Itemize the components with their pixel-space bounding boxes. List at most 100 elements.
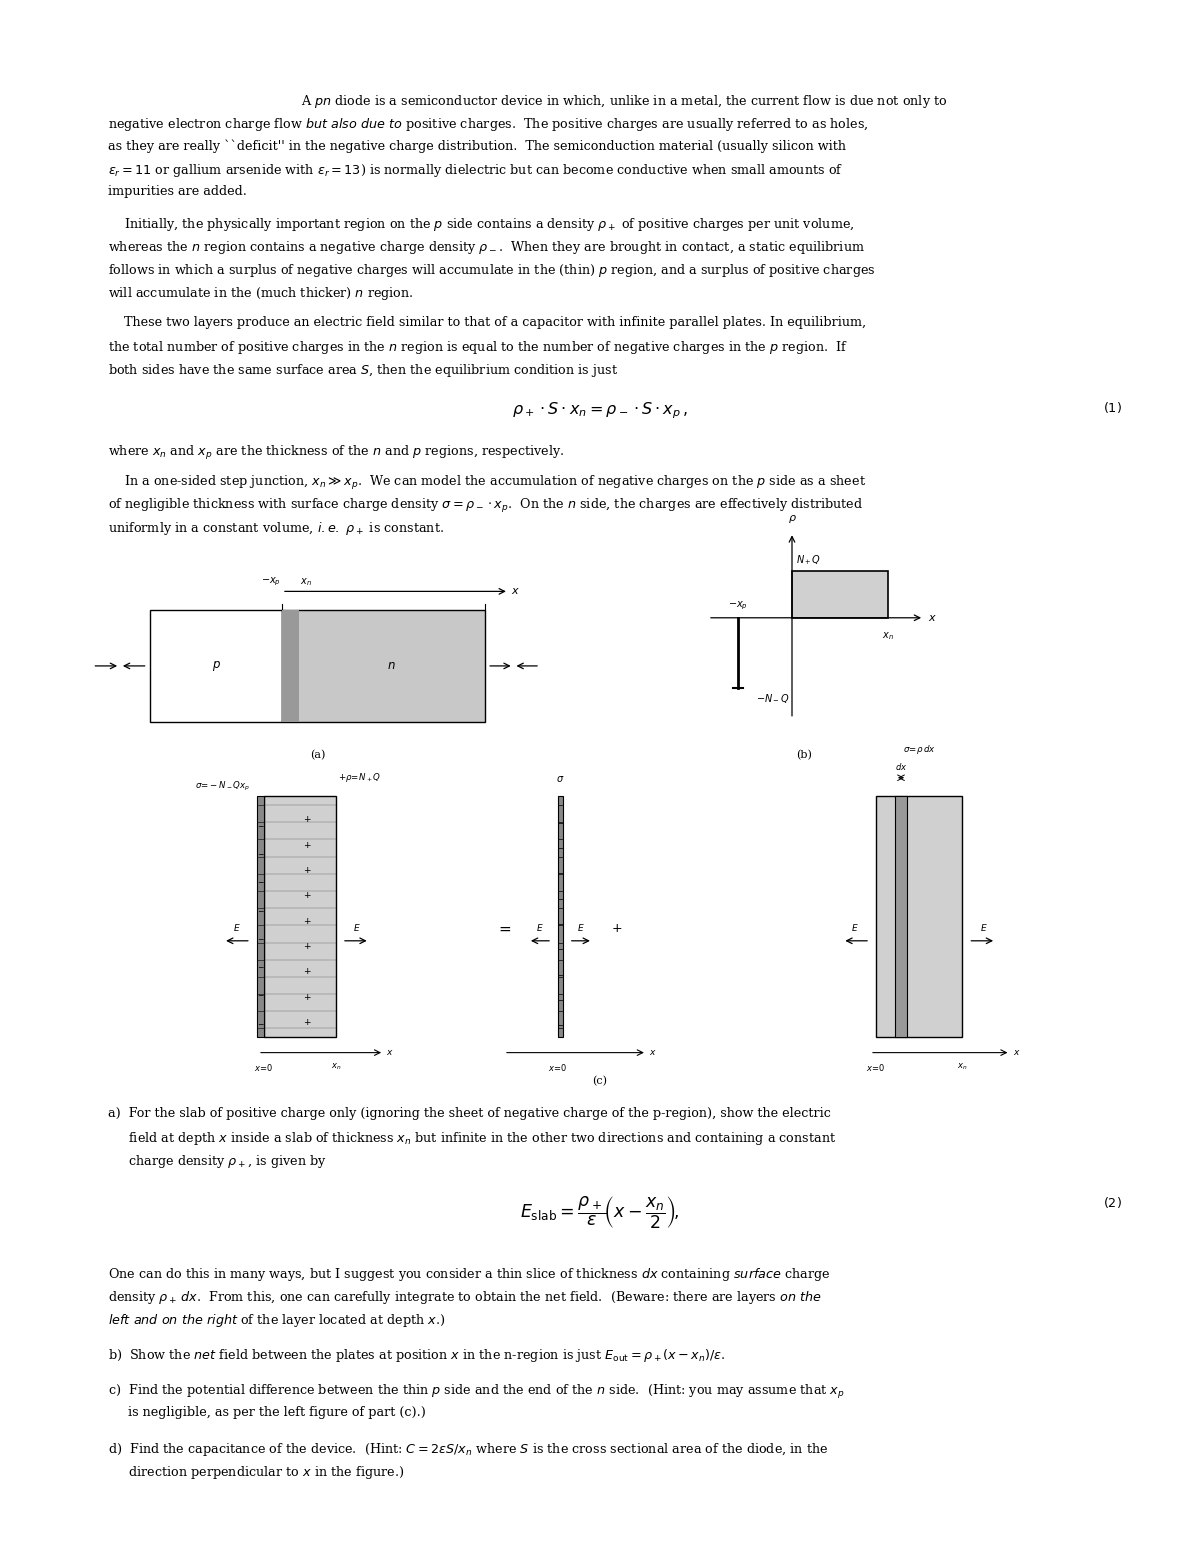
Text: of negligible thickness with surface charge density $\sigma = \rho_- \cdot x_p$.: of negligible thickness with surface cha… [108, 497, 863, 516]
Bar [792, 572, 888, 618]
Text: Initially, the physically important region on the $p$ side contains a density $\: Initially, the physically important regi… [108, 216, 854, 233]
Text: $\sigma\!=\!-N_-Qx_p$: $\sigma\!=\!-N_-Qx_p$ [196, 780, 251, 794]
Bar [895, 797, 907, 1037]
Text: $x_n$: $x_n$ [958, 1062, 967, 1073]
Text: will accumulate in the (much thicker) $n$ region.: will accumulate in the (much thicker) $n… [108, 284, 414, 301]
Text: $-$: $-$ [557, 893, 564, 902]
Text: $+$: $+$ [302, 1017, 312, 1027]
Text: $E$: $E$ [577, 922, 584, 933]
Text: both sides have the same surface area $S$, then the equilibrium condition is jus: both sides have the same surface area $S… [108, 362, 618, 379]
Text: $E$: $E$ [851, 922, 858, 933]
Text: These two layers produce an electric field similar to that of a capacitor with i: These two layers produce an electric fie… [108, 315, 866, 329]
Text: density $\rho_+\,dx$.  From this, one can carefully integrate to obtain the net : density $\rho_+\,dx$. From this, one can… [108, 1289, 822, 1306]
Text: d)  Find the capacitance of the device.  (Hint: $C = 2\varepsilon S/x_n$ where $: d) Find the capacitance of the device. (… [108, 1441, 828, 1458]
Bar [150, 610, 282, 722]
Text: $N_+Q$: $N_+Q$ [796, 553, 821, 567]
Bar [264, 797, 336, 1037]
Text: $-$: $-$ [257, 933, 264, 943]
Text: $x\!=\!0$: $x\!=\!0$ [548, 1062, 568, 1073]
Text: $n$: $n$ [388, 660, 396, 672]
Text: In a one-sided step junction, $x_n \gg x_p$.  We can model the accumulation of n: In a one-sided step junction, $x_n \gg x… [108, 474, 866, 492]
Text: $E$: $E$ [536, 922, 544, 933]
Text: $+$: $+$ [611, 922, 623, 935]
Text: $x\!=\!0$: $x\!=\!0$ [866, 1062, 886, 1073]
Text: $\varepsilon_r = 11$ or gallium arsenide with $\varepsilon_r = 13$) is normally : $\varepsilon_r = 11$ or gallium arsenide… [108, 162, 844, 179]
Bar [282, 610, 299, 722]
Text: $-$: $-$ [557, 995, 564, 1003]
Text: $x$: $x$ [649, 1048, 656, 1058]
Text: $E$: $E$ [980, 922, 988, 933]
Text: $x$: $x$ [386, 1048, 394, 1058]
Text: $+$: $+$ [302, 814, 312, 825]
Text: $\rho_+ \cdot S \cdot x_n = \rho_- \cdot S \cdot x_p\,,$: $\rho_+ \cdot S \cdot x_n = \rho_- \cdot… [512, 401, 688, 421]
Text: $-x_p$: $-x_p$ [260, 576, 281, 589]
Text: $-$: $-$ [257, 1019, 264, 1027]
Text: $(1)$: $(1)$ [1103, 401, 1122, 415]
Text: $+$: $+$ [302, 941, 312, 950]
Text: $-$: $-$ [257, 877, 264, 885]
Text: negative electron charge flow $\mathit{but\ also\ due\ to}$ positive charges.  T: negative electron charge flow $\mathit{b… [108, 116, 869, 134]
Text: $\sigma\!=\!\rho\,dx$: $\sigma\!=\!\rho\,dx$ [902, 742, 936, 756]
Text: $dx$: $dx$ [895, 761, 907, 772]
Text: (a): (a) [310, 750, 325, 759]
Text: $x$: $x$ [511, 587, 520, 596]
Text: follows in which a surplus of negative charges will accumulate in the (thin) $p$: follows in which a surplus of negative c… [108, 262, 876, 280]
Text: $x_n$: $x_n$ [882, 631, 894, 641]
Bar [282, 610, 485, 722]
Text: field at depth $x$ inside a slab of thickness $x_n$ but infinite in the other tw: field at depth $x$ inside a slab of thic… [108, 1131, 836, 1148]
Text: is negligible, as per the left figure of part (c).): is negligible, as per the left figure of… [108, 1405, 426, 1419]
Bar [558, 797, 563, 1037]
Text: $x_n$: $x_n$ [331, 1062, 341, 1073]
Text: $-$: $-$ [557, 969, 564, 978]
Text: $p$: $p$ [211, 658, 221, 672]
Text: $\rho$: $\rho$ [787, 512, 797, 525]
Text: $-x_p$: $-x_p$ [728, 599, 748, 612]
Text: whereas the $n$ region contains a negative charge density $\rho_-$.  When they a: whereas the $n$ region contains a negati… [108, 239, 865, 256]
Text: $-$: $-$ [557, 944, 564, 952]
Text: $E_{\mathrm{slab}} = \dfrac{\rho_+}{\varepsilon}\!\left(x - \dfrac{x_n}{2}\right: $E_{\mathrm{slab}} = \dfrac{\rho_+}{\var… [521, 1194, 679, 1232]
Text: charge density $\rho_+$, is given by: charge density $\rho_+$, is given by [108, 1152, 326, 1169]
Text: $+$: $+$ [302, 991, 312, 1002]
Text: $-$: $-$ [257, 905, 264, 913]
Text: $-$: $-$ [257, 963, 264, 971]
Text: $-$: $-$ [557, 818, 564, 826]
Text: $+$: $+$ [302, 916, 312, 926]
Text: c)  Find the potential difference between the thin $p$ side and the end of the $: c) Find the potential difference between… [108, 1382, 845, 1401]
Text: a)  For the slab of positive charge only (ignoring the sheet of negative charge : a) For the slab of positive charge only … [108, 1107, 830, 1120]
Text: $-$: $-$ [557, 1020, 564, 1028]
Text: $x$: $x$ [1013, 1048, 1020, 1058]
Text: where $x_n$ and $x_p$ are the thickness of the $n$ and $p$ regions, respectively: where $x_n$ and $x_p$ are the thickness … [108, 444, 564, 461]
Text: $x$: $x$ [928, 613, 936, 623]
Text: uniformly in a constant volume, $\mathit{i.e.}$ $\rho_+$ is constant.: uniformly in a constant volume, $\mathit… [108, 520, 444, 537]
Text: (c): (c) [593, 1076, 607, 1086]
Text: $+$: $+$ [302, 890, 312, 901]
Text: $-N_-Q$: $-N_-Q$ [756, 693, 790, 705]
Text: $-$: $-$ [257, 820, 264, 829]
Text: $x_n$: $x_n$ [300, 576, 312, 589]
Text: $\sigma$: $\sigma$ [556, 773, 565, 784]
Text: the total number of positive charges in the $n$ region is equal to the number of: the total number of positive charges in … [108, 339, 848, 356]
Bar [876, 797, 962, 1037]
Text: A $pn$ diode is a semiconductor device in which, unlike in a metal, the current : A $pn$ diode is a semiconductor device i… [301, 93, 947, 110]
Text: $E$: $E$ [233, 922, 240, 933]
Text: $-$: $-$ [257, 991, 264, 999]
Text: impurities are added.: impurities are added. [108, 185, 247, 199]
Text: $\mathit{left\ and\ on\ the\ right}$ of the layer located at depth $x$.): $\mathit{left\ and\ on\ the\ right}$ of … [108, 1312, 445, 1329]
Text: $+$: $+$ [302, 840, 312, 849]
Text: b)  Show the $\mathit{net}$ field between the plates at position $x$ in the n-re: b) Show the $\mathit{net}$ field between… [108, 1348, 726, 1365]
Bar [257, 797, 264, 1037]
Text: $+$: $+$ [302, 865, 312, 874]
Text: $x\!=\!0$: $x\!=\!0$ [254, 1062, 274, 1073]
Text: $-$: $-$ [557, 868, 564, 876]
Text: $+\rho\!=\!N_+Q$: $+\rho\!=\!N_+Q$ [338, 770, 382, 784]
Text: One can do this in many ways, but I suggest you consider a thin slice of thickne: One can do this in many ways, but I sugg… [108, 1266, 830, 1283]
Text: $-$: $-$ [557, 843, 564, 851]
Text: $-$: $-$ [557, 919, 564, 927]
Text: $=$: $=$ [496, 922, 512, 936]
Text: $E$: $E$ [353, 922, 360, 933]
Text: direction perpendicular to $x$ in the figure.): direction perpendicular to $x$ in the fi… [108, 1464, 404, 1482]
Text: $-$: $-$ [257, 849, 264, 857]
Text: $(2)$: $(2)$ [1103, 1194, 1122, 1210]
Text: $+$: $+$ [302, 966, 312, 977]
Text: (b): (b) [796, 750, 812, 759]
